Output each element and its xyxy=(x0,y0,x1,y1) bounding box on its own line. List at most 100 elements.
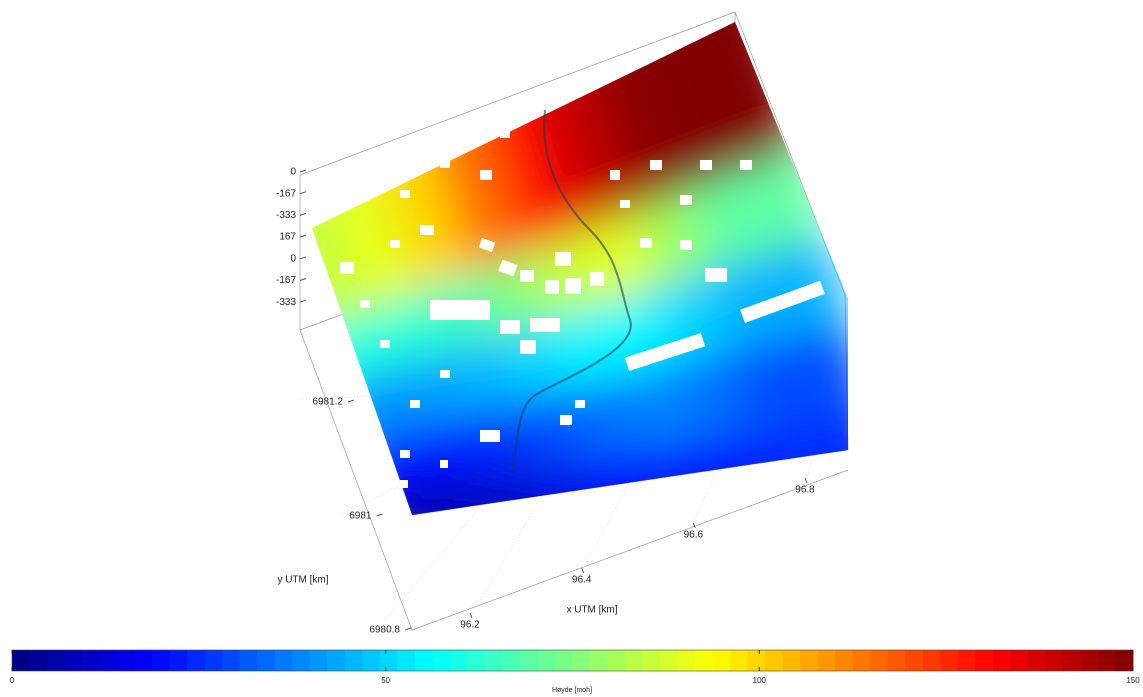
colorbar-tick-label: 50 xyxy=(381,676,390,685)
colorbar-step xyxy=(993,650,1011,671)
colorbar-step xyxy=(345,650,363,671)
colorbar-step xyxy=(47,650,65,671)
z-tick xyxy=(300,192,306,194)
colorbar-step xyxy=(117,650,135,671)
colorbar-step xyxy=(275,650,293,671)
colorbar-label: Høyde [moh] xyxy=(552,687,592,694)
colorbar-step xyxy=(765,650,783,671)
colorbar-step xyxy=(888,650,906,671)
colorbar-step xyxy=(467,650,485,671)
colorbar-step xyxy=(625,650,643,671)
colorbar-step xyxy=(643,650,661,671)
colorbar-step xyxy=(485,650,503,671)
colorbar-step xyxy=(450,650,468,671)
colorbar-step xyxy=(678,650,696,671)
colorbar-tick-label: 150 xyxy=(1126,676,1140,685)
colorbar-step xyxy=(695,650,713,671)
colorbar-step xyxy=(923,650,941,671)
colorbar-step xyxy=(940,650,958,671)
colorbar-step xyxy=(1063,650,1081,671)
colorbar-step xyxy=(135,650,153,671)
colorbar-step xyxy=(730,650,748,671)
colorbar-step xyxy=(240,650,258,671)
surface-cells xyxy=(268,0,894,553)
colorbar-step xyxy=(958,650,976,671)
z-tick-label: -167 xyxy=(276,188,296,199)
colorbar-step xyxy=(432,650,450,671)
colorbar-step xyxy=(660,650,678,671)
colorbar-step xyxy=(170,650,188,671)
x-tick-label: 96.6 xyxy=(684,530,704,541)
z-tick xyxy=(300,170,306,172)
y-tick xyxy=(377,514,383,516)
x-tick xyxy=(693,523,695,528)
colorbar-step xyxy=(713,650,731,671)
y-tick xyxy=(348,400,354,402)
colorbar-step xyxy=(205,650,223,671)
colorbar-step xyxy=(835,650,853,671)
colorbar-step xyxy=(870,650,888,671)
colorbar-step xyxy=(520,650,538,671)
z-tick-label: -333 xyxy=(276,210,296,221)
x-tick-label: 96.2 xyxy=(460,620,480,631)
colorbar-step xyxy=(555,650,573,671)
z-tick xyxy=(300,235,306,237)
colorbar-step xyxy=(818,650,836,671)
colorbar-step xyxy=(748,650,766,671)
colorbar-step xyxy=(905,650,923,671)
z-tick-label: 167 xyxy=(279,232,296,243)
colorbar-step xyxy=(187,650,205,671)
colorbar-step xyxy=(397,650,415,671)
colorbar-step xyxy=(65,650,83,671)
colorbar-step xyxy=(380,650,398,671)
colorbar-step xyxy=(975,650,993,671)
colorbar-step xyxy=(327,650,345,671)
chart: x UTM [km] y UTM [km] 0 50 100 150 Høyde [m… xyxy=(0,0,1143,697)
colorbar-tick-label: 100 xyxy=(753,676,767,685)
colorbar-step xyxy=(257,650,275,671)
x-tick-label: 96.4 xyxy=(572,575,592,586)
z-tick-label: 0 xyxy=(290,253,296,264)
colorbar-step xyxy=(1028,650,1046,671)
z-tick xyxy=(300,300,306,302)
colorbar-step xyxy=(853,650,871,671)
colorbar-step xyxy=(1045,650,1063,671)
colorbar-step xyxy=(783,650,801,671)
y-tick-label: 6981 xyxy=(349,511,372,522)
x-tick xyxy=(805,478,807,483)
z-tick xyxy=(300,257,306,259)
y-axis-label: y UTM [km] xyxy=(277,575,328,586)
z-tick xyxy=(300,279,306,281)
colorbar-step xyxy=(502,650,520,671)
y-tick-label: 6980.8 xyxy=(369,625,400,636)
colorbar-step xyxy=(292,650,310,671)
colorbar-step xyxy=(590,650,608,671)
colorbar-step xyxy=(100,650,118,671)
colorbar-step xyxy=(415,650,433,671)
colorbar-step xyxy=(1115,650,1133,671)
colorbar-step xyxy=(362,650,380,671)
z-tick-label: -333 xyxy=(276,297,296,308)
colorbar-step xyxy=(800,650,818,671)
z-tick-label: 0 xyxy=(290,167,296,178)
colorbar-step xyxy=(12,650,30,671)
colorbar-step xyxy=(1080,650,1098,671)
colorbar-step xyxy=(152,650,170,671)
surface xyxy=(268,0,894,553)
z-tick xyxy=(300,213,306,215)
x-axis-label: x UTM [km] xyxy=(566,605,617,616)
colorbar-step xyxy=(608,650,626,671)
colorbar-step xyxy=(30,650,48,671)
colorbar-tick-label: 0 xyxy=(10,676,15,685)
z-tick-label: -167 xyxy=(276,275,296,286)
y-tick xyxy=(405,628,411,630)
colorbar: 0 50 100 150 xyxy=(10,650,1140,685)
y-tick-label: 6981.2 xyxy=(312,397,343,408)
colorbar-step xyxy=(310,650,328,671)
colorbar-step xyxy=(1010,650,1028,671)
colorbar-step xyxy=(573,650,591,671)
colorbar-step xyxy=(1098,650,1116,671)
x-tick-label: 96.8 xyxy=(795,485,815,496)
x-tick xyxy=(582,568,584,573)
colorbar-step xyxy=(82,650,100,671)
